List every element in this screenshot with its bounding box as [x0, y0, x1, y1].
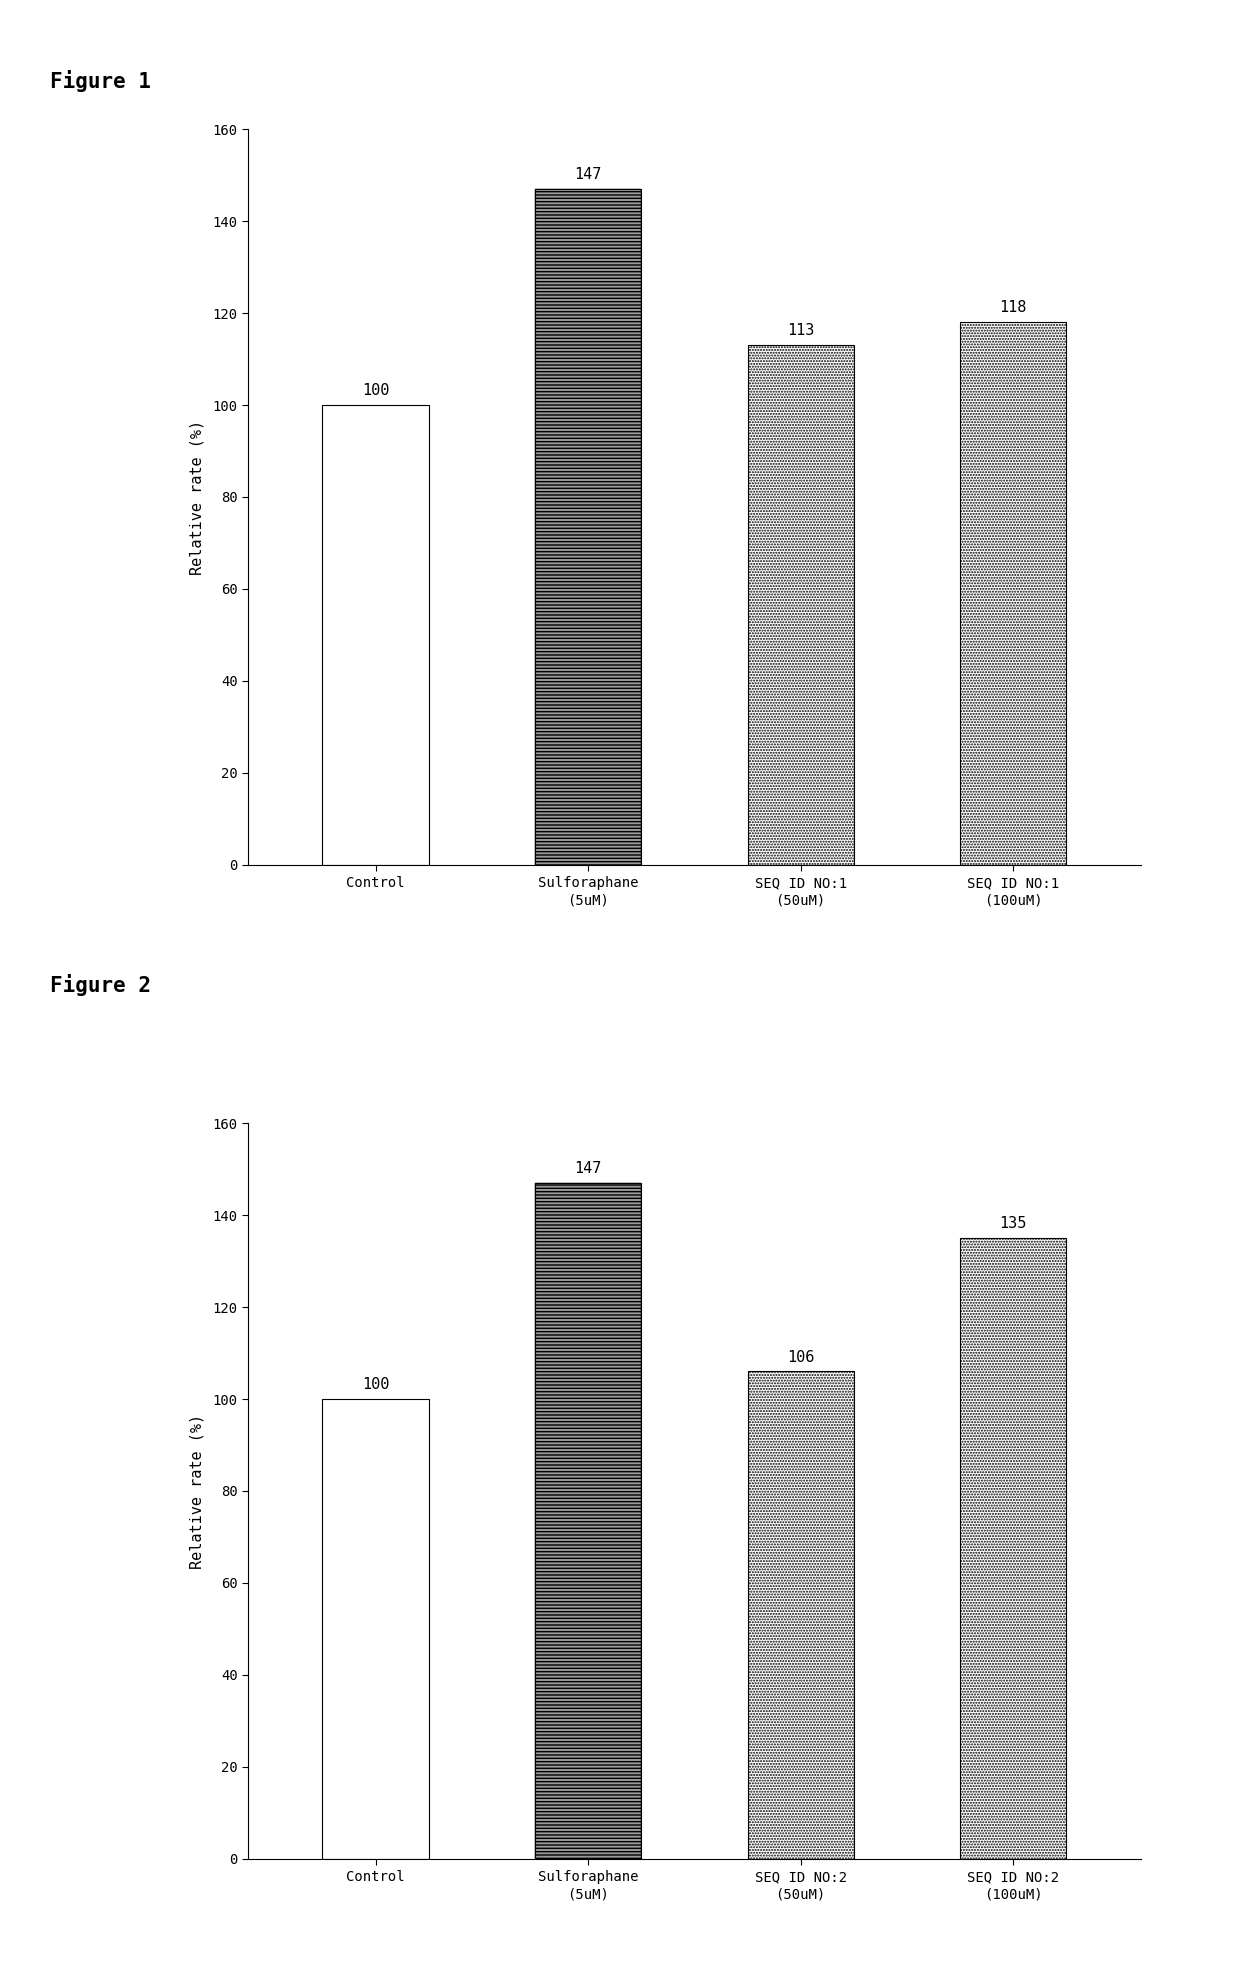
Y-axis label: Relative rate (%): Relative rate (%): [190, 1413, 205, 1569]
Text: 113: 113: [787, 324, 815, 338]
Text: Figure 1: Figure 1: [50, 70, 150, 91]
Text: 147: 147: [574, 1161, 601, 1177]
Bar: [960, 322, 1066, 865]
Bar: [534, 1183, 641, 1859]
Y-axis label: Relative rate (%): Relative rate (%): [190, 419, 205, 575]
Text: 106: 106: [787, 1350, 815, 1364]
Bar: [534, 189, 641, 865]
Text: 135: 135: [999, 1217, 1027, 1231]
Bar: [322, 1400, 429, 1859]
Bar: [748, 346, 854, 865]
Text: Figure 2: Figure 2: [50, 974, 150, 996]
Text: 118: 118: [999, 300, 1027, 316]
Bar: [960, 1239, 1066, 1859]
Text: 147: 147: [574, 167, 601, 183]
Bar: [748, 1372, 854, 1859]
Text: 100: 100: [362, 384, 389, 398]
Text: 100: 100: [362, 1378, 389, 1392]
Bar: [322, 406, 429, 865]
Bar: [534, 1183, 641, 1859]
Bar: [534, 189, 641, 865]
